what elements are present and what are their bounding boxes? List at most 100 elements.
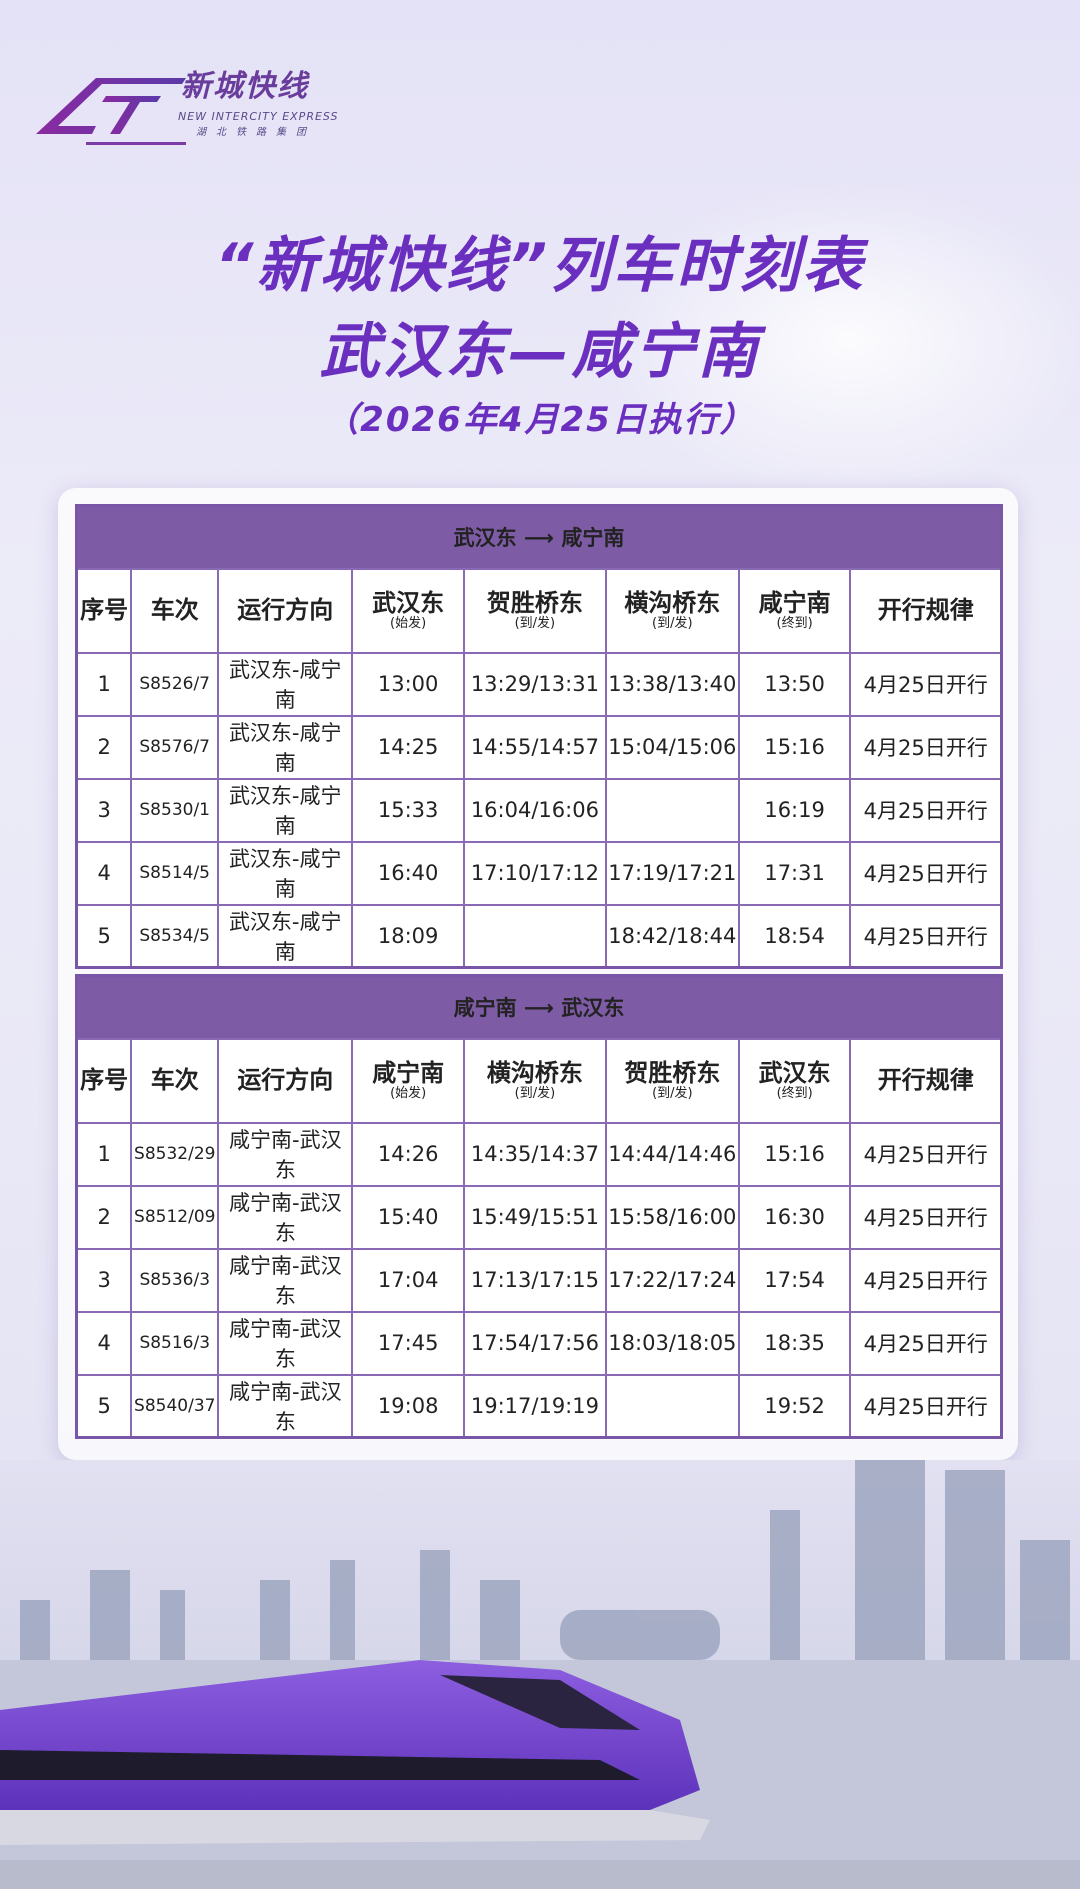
- table-cell: 18:54: [737, 903, 852, 969]
- table-cell: 咸宁南-武汉东: [217, 1247, 354, 1313]
- table-cell: S8512/09: [130, 1184, 220, 1250]
- table-cell: 15:16: [737, 714, 852, 780]
- column-header: 开行规律: [849, 1037, 1003, 1124]
- table-cell: 4月25日开行: [849, 1373, 1003, 1439]
- table-cell: 18:09: [351, 903, 465, 969]
- logo-subtitle-cn: 湖北铁路集团: [196, 127, 316, 138]
- logo-mark-icon: [36, 78, 326, 145]
- table-cell: 咸宁南-武汉东: [217, 1373, 354, 1439]
- column-header: 咸宁南 (终到): [737, 567, 852, 654]
- column-header-label: 开行规律: [877, 596, 974, 625]
- table-cell: 15:49/15:51: [462, 1184, 607, 1250]
- column-header-note: (终到): [776, 1085, 813, 1101]
- table-cell: 4月25日开行: [849, 903, 1003, 969]
- column-header-label: 咸宁南: [758, 589, 831, 618]
- table-cell: 15:40: [351, 1184, 465, 1250]
- table-cell: 17:13/17:15: [462, 1247, 607, 1313]
- table-cell: 4月25日开行: [849, 1310, 1003, 1376]
- logo: 新城快线 NEW INTERCITY EXPRESS 湖北铁路集团: [36, 66, 346, 152]
- column-header: 横沟桥东 (到/发): [604, 567, 740, 654]
- table-cell: 14:44/14:46: [604, 1121, 740, 1187]
- table-cell: 17:22/17:24: [604, 1247, 740, 1313]
- table-cell: 17:19/17:21: [604, 840, 740, 906]
- route-title: 武汉东—咸宁南: [319, 317, 761, 387]
- table-cell: 17:45: [351, 1310, 465, 1376]
- table-cell: 15:04/15:06: [604, 714, 740, 780]
- table-cell: 4月25日开行: [849, 1247, 1003, 1313]
- table-cell: 17:54: [737, 1247, 852, 1313]
- section-heading: 武汉东 ⟶ 咸宁南: [75, 504, 1003, 570]
- table-cell: 2: [75, 1184, 133, 1250]
- table-cell: 16:19: [737, 777, 852, 843]
- column-header-note: (到/发): [514, 1085, 556, 1101]
- table-row: 5 S8534/5 武汉东-咸宁南 18:09 18:42/18:44 18:54 4月25…: [75, 903, 1003, 969]
- table-cell: 5: [75, 903, 133, 969]
- table-cell: 4月25日开行: [849, 714, 1003, 780]
- table-cell: 14:25: [351, 714, 465, 780]
- column-header: 武汉东 (终到): [737, 1037, 852, 1124]
- logo-text: 新城快线: [181, 69, 309, 104]
- column-header: 运行方向: [217, 1037, 354, 1124]
- table-cell: 4月25日开行: [849, 1184, 1003, 1250]
- table-cell: 咸宁南-武汉东: [217, 1121, 354, 1187]
- page-title: “新城快线”列车时刻表: [214, 231, 866, 301]
- table-row: 4 S8516/3 咸宁南-武汉东 17:45 17:54/17:56 18:03/18:…: [75, 1310, 1003, 1376]
- table-cell: 4月25日开行: [849, 651, 1003, 717]
- table-cell: S8526/7: [130, 651, 220, 717]
- table-cell: 18:42/18:44: [604, 903, 740, 969]
- column-header-label: 车次: [150, 1066, 199, 1095]
- column-header-label: 武汉东: [372, 589, 445, 618]
- column-header: 横沟桥东 (到/发): [462, 1037, 607, 1124]
- column-header-note: (到/发): [514, 615, 556, 631]
- column-header-label: 开行规律: [877, 1066, 974, 1095]
- table-cell: [604, 1373, 740, 1439]
- table-row: 4 S8514/5 武汉东-咸宁南 16:40 17:10/17:12 17:19/17:…: [75, 840, 1003, 906]
- background-glow: [600, 180, 1080, 500]
- table-cell: 武汉东-咸宁南: [217, 651, 354, 717]
- table-cell: S8576/7: [130, 714, 220, 780]
- column-header-note: (始发): [390, 615, 427, 631]
- table-cell: 武汉东-咸宁南: [217, 840, 354, 906]
- section-heading: 咸宁南 ⟶ 武汉东: [75, 974, 1003, 1040]
- table-cell: 3: [75, 1247, 133, 1313]
- table-cell: 武汉东-咸宁南: [217, 903, 354, 969]
- logo-subtitle-en: NEW INTERCITY EXPRESS: [178, 110, 339, 123]
- table-cell: S8514/5: [130, 840, 220, 906]
- table-cell: 14:26: [351, 1121, 465, 1187]
- table-cell: 4月25日开行: [849, 777, 1003, 843]
- table-cell: 15:33: [351, 777, 465, 843]
- column-header-label: 运行方向: [237, 1066, 334, 1095]
- table-cell: 17:31: [737, 840, 852, 906]
- column-header-note: (到/发): [652, 615, 693, 631]
- column-header-label: 横沟桥东: [624, 589, 721, 618]
- column-header-label: 贺胜桥东: [486, 589, 583, 618]
- table-cell: S8534/5: [130, 903, 220, 969]
- table-cell: 4月25日开行: [849, 1121, 1003, 1187]
- table-cell: 4: [75, 1310, 133, 1376]
- table-row: 2 S8512/09 咸宁南-武汉东 15:40 15:49/15:51 15:58/16…: [75, 1184, 1003, 1250]
- table-row: 3 S8530/1 武汉东-咸宁南 15:33 16:04/16:06 16:19 4月25…: [75, 777, 1003, 843]
- table-cell: 13:29/13:31: [462, 651, 607, 717]
- table-cell: 16:30: [737, 1184, 852, 1250]
- column-header-label: 咸宁南: [372, 1059, 445, 1088]
- table-cell: [604, 777, 740, 843]
- table-cell: 16:04/16:06: [462, 777, 607, 843]
- column-header-label: 序号: [80, 1066, 129, 1095]
- table-cell: 14:35/14:37: [462, 1121, 607, 1187]
- timetable-outbound: 武汉东 ⟶ 咸宁南 序号 车次 运行方向 武汉东 (始发) 贺胜桥东 (到/发) 横沟桥东 (到/…: [75, 504, 1003, 969]
- table-cell: 13:50: [737, 651, 852, 717]
- table-cell: 15:16: [737, 1121, 852, 1187]
- table-cell: 17:04: [351, 1247, 465, 1313]
- column-header: 序号: [75, 1037, 133, 1124]
- table-cell: S8536/3: [130, 1247, 220, 1313]
- table-cell: 14:55/14:57: [462, 714, 607, 780]
- table-cell: 4月25日开行: [849, 840, 1003, 906]
- table-cell: 1: [75, 1121, 133, 1187]
- column-header: 贺胜桥东 (到/发): [462, 567, 607, 654]
- column-header-label: 贺胜桥东: [624, 1059, 721, 1088]
- column-header-note: (终到): [776, 615, 813, 631]
- table-cell: S8530/1: [130, 777, 220, 843]
- column-header-label: 武汉东: [758, 1059, 831, 1088]
- timetable-return: 咸宁南 ⟶ 武汉东 序号 车次 运行方向 咸宁南 (始发) 横沟桥东 (到/发) 贺胜桥东 (到/…: [75, 974, 1003, 1439]
- column-header: 贺胜桥东 (到/发): [604, 1037, 740, 1124]
